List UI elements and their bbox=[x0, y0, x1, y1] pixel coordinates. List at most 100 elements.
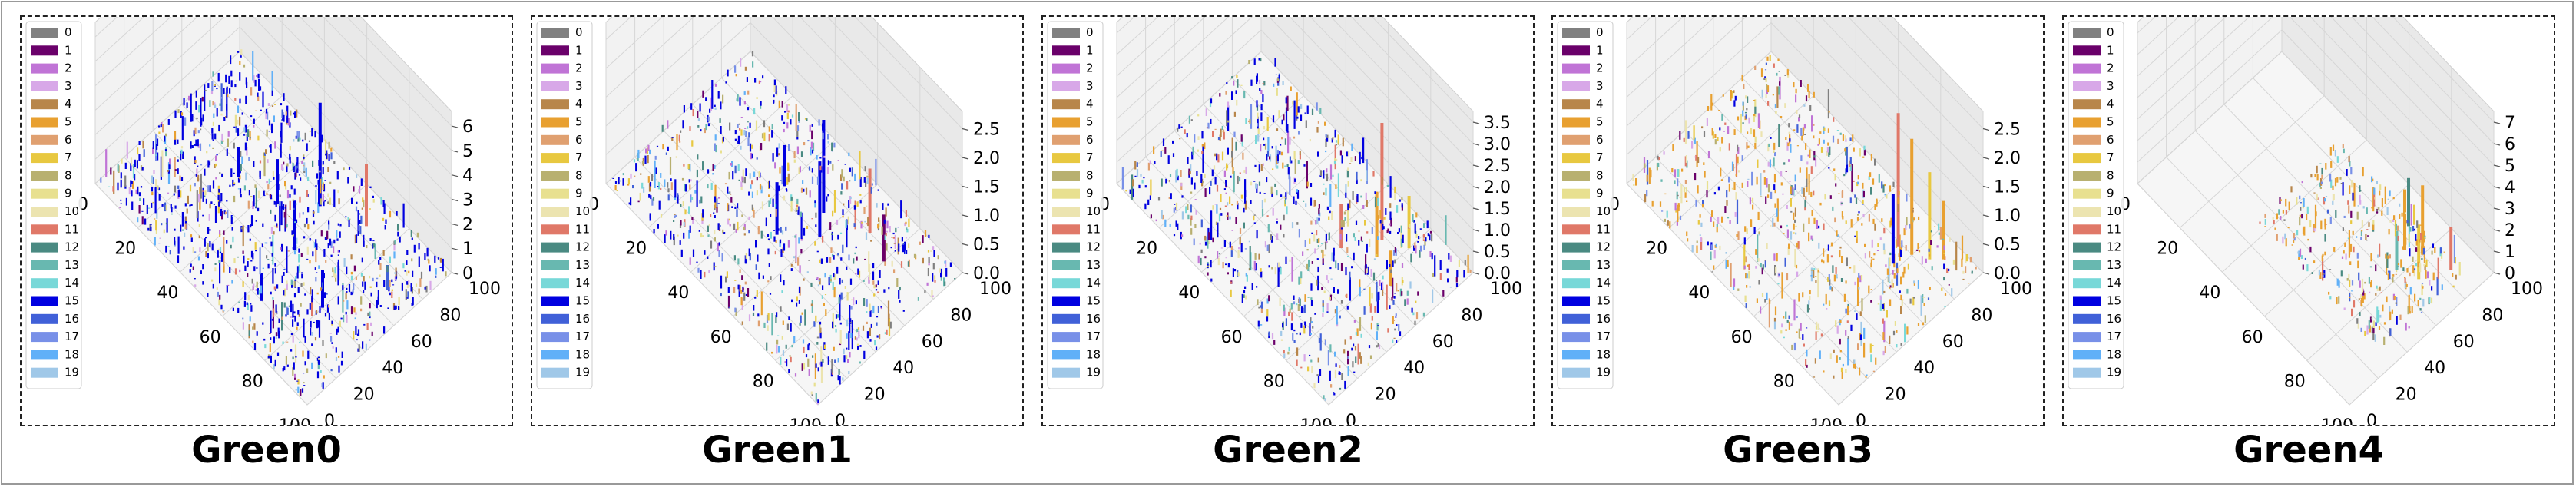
tick-labels: 0204060801000204060801000.00.51.01.52.02… bbox=[1609, 121, 2032, 426]
z-tick-mark bbox=[962, 185, 969, 189]
legend-swatch bbox=[1562, 28, 1590, 38]
legend-label: 18 bbox=[1596, 347, 1611, 361]
legend-label: 0 bbox=[1596, 25, 1604, 39]
panel-title: Green0 bbox=[191, 429, 342, 472]
legend-swatch bbox=[2073, 63, 2101, 74]
z-tick-label: 3 bbox=[462, 191, 473, 210]
x-tick-label: 40 bbox=[157, 283, 178, 303]
legend-label: 18 bbox=[1086, 347, 1101, 361]
x-tick-label: 80 bbox=[2284, 372, 2306, 391]
legend-swatch bbox=[31, 99, 58, 110]
z-tick-label: 2.5 bbox=[1994, 121, 2021, 140]
x-tick-label: 40 bbox=[1688, 283, 1710, 303]
legend-swatch bbox=[1562, 134, 1590, 145]
legend-label: 4 bbox=[2107, 97, 2114, 111]
legend-label: 1 bbox=[65, 43, 72, 57]
x-tick-label: 20 bbox=[1646, 240, 1667, 259]
legend-label: 5 bbox=[65, 115, 72, 129]
z-tick-mark bbox=[962, 128, 969, 131]
legend-label: 3 bbox=[575, 79, 583, 93]
z-tick-label: 0.0 bbox=[1994, 264, 2021, 283]
legend-swatch bbox=[31, 350, 58, 360]
legend-label: 16 bbox=[1086, 312, 1101, 326]
y-tick-label: 0 bbox=[835, 412, 846, 425]
z-tick-mark bbox=[1472, 229, 1480, 232]
z-tick-mark bbox=[1472, 272, 1480, 275]
grid-line-z bbox=[1116, 17, 1474, 230]
grid-line-z bbox=[605, 22, 963, 244]
z-tick-label: 0.5 bbox=[973, 236, 1000, 255]
legend-swatch bbox=[1052, 45, 1080, 56]
z-tick-mark bbox=[1982, 185, 1990, 189]
grid-line-z bbox=[1116, 17, 1474, 123]
legend-label: 10 bbox=[65, 204, 79, 218]
grid-line-z bbox=[2137, 17, 2495, 123]
legend-swatch bbox=[1052, 134, 1080, 145]
legend-label: 10 bbox=[575, 204, 590, 218]
legend-swatch bbox=[1562, 188, 1590, 199]
legend-swatch bbox=[1052, 367, 1080, 378]
axes-panes bbox=[1116, 17, 1474, 406]
z-tick-mark bbox=[451, 247, 459, 250]
legend-label: 6 bbox=[1596, 133, 1604, 147]
legend-label: 1 bbox=[2107, 43, 2114, 57]
legend-label: 4 bbox=[1086, 97, 1094, 111]
legend-label: 13 bbox=[1086, 258, 1101, 272]
legend-swatch bbox=[31, 117, 58, 128]
z-tick-mark bbox=[2493, 164, 2501, 167]
legend-swatch bbox=[2073, 242, 2101, 253]
legend-swatch bbox=[1052, 332, 1080, 343]
grid-line-z bbox=[94, 26, 452, 249]
legend-swatch bbox=[1052, 278, 1080, 289]
grid-line-z bbox=[94, 17, 452, 224]
legend-swatch bbox=[541, 171, 569, 181]
legend-label: 11 bbox=[2107, 222, 2121, 236]
legend-swatch bbox=[2073, 260, 2101, 270]
chart-svg: 0204060801000204060801000123456012345678… bbox=[25, 17, 501, 425]
z-tick-label: 5 bbox=[462, 142, 473, 161]
legend-swatch bbox=[31, 153, 58, 164]
legend-label: 10 bbox=[1596, 204, 1611, 218]
legend-label: 8 bbox=[2107, 168, 2114, 182]
legend-label: 3 bbox=[1596, 79, 1604, 93]
legend-swatch bbox=[1052, 260, 1080, 270]
legend-label: 13 bbox=[2107, 258, 2121, 272]
y-tick-label: 40 bbox=[892, 359, 914, 378]
axes-panes bbox=[605, 17, 963, 406]
legend-swatch bbox=[2073, 350, 2101, 360]
y-tick-label: 20 bbox=[1375, 386, 1396, 405]
legend-label: 10 bbox=[1086, 204, 1101, 218]
grid-line-z bbox=[1116, 17, 1474, 166]
grid-line-z bbox=[1626, 17, 1984, 158]
z-tick-mark bbox=[451, 125, 459, 128]
legend-swatch bbox=[541, 99, 569, 110]
y-tick-label: 20 bbox=[353, 386, 375, 405]
legend-swatch bbox=[1562, 153, 1590, 164]
legend-swatch bbox=[31, 63, 58, 74]
z-tick-label: 7 bbox=[2505, 114, 2515, 133]
z-tick-label: 1 bbox=[2505, 243, 2515, 262]
z-tick-label: 0.0 bbox=[1484, 264, 1511, 283]
legend-label: 7 bbox=[65, 151, 72, 164]
legend-label: 16 bbox=[1596, 312, 1611, 326]
x-tick-label: 20 bbox=[114, 240, 136, 259]
y-tick-label: 60 bbox=[922, 333, 943, 352]
legend-swatch bbox=[1052, 242, 1080, 253]
legend-swatch bbox=[1562, 350, 1590, 360]
legend-swatch bbox=[2073, 296, 2101, 306]
legend-label: 12 bbox=[2107, 240, 2121, 254]
legend-swatch bbox=[1052, 171, 1080, 181]
z-tick-label: 1.0 bbox=[973, 207, 1000, 226]
legend-swatch bbox=[2073, 188, 2101, 199]
legend-label: 13 bbox=[1596, 258, 1611, 272]
x-tick-label: 60 bbox=[2242, 328, 2263, 347]
z-tick-label: 1 bbox=[462, 240, 473, 259]
legend-swatch bbox=[31, 296, 58, 306]
z-tick-label: 2.0 bbox=[973, 149, 1000, 168]
legend-swatch bbox=[1052, 63, 1080, 74]
legend-swatch bbox=[1562, 260, 1590, 270]
legend-label: 13 bbox=[65, 258, 79, 272]
legend-swatch bbox=[1052, 313, 1080, 324]
legend-label: 14 bbox=[2107, 276, 2121, 290]
